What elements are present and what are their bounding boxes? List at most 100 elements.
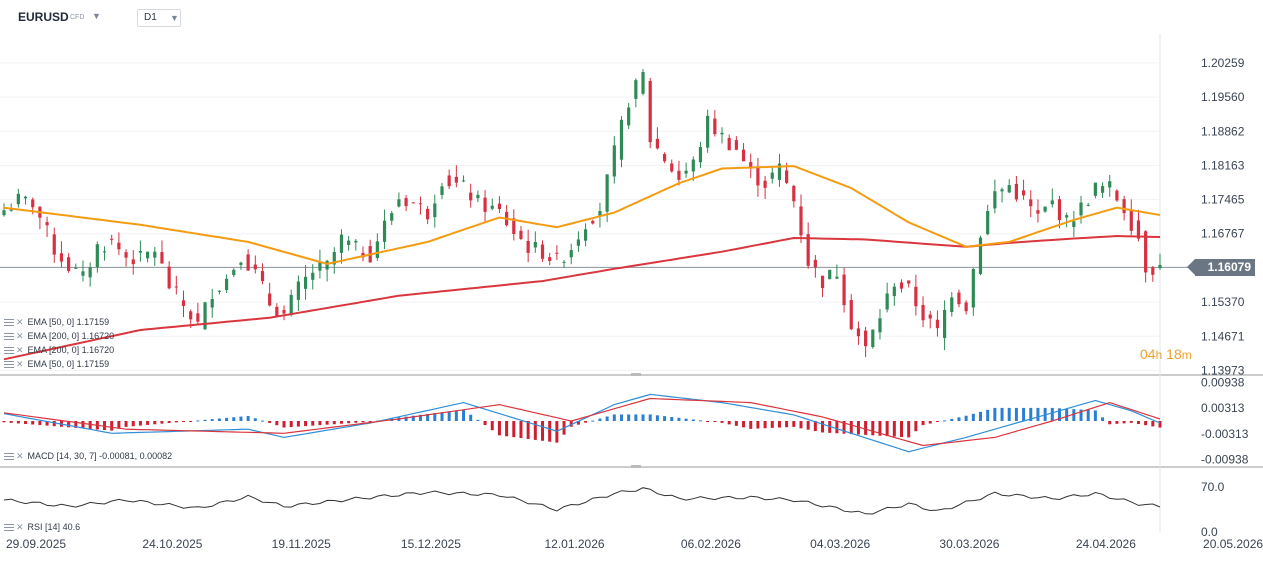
remove-indicator-icon[interactable]: ✕ [16,345,24,355]
candle-body [418,203,423,205]
candle-body [713,118,717,135]
macd-histogram-bar [627,414,631,421]
candle-body [540,244,545,259]
macd-histogram-bar [239,416,243,421]
indicator-legend-rsi[interactable]: ✕ RSI [14] 40.6 [4,522,80,533]
macd-histogram-bar [1093,410,1097,421]
candle-body [318,261,322,271]
candle-body [117,242,121,250]
candle-body [670,163,674,172]
macd-histogram-bar [1000,407,1004,421]
candle-body [268,293,272,306]
macd-histogram-bar [605,416,609,421]
remove-indicator-icon[interactable]: ✕ [16,331,24,341]
remove-indicator-icon[interactable]: ✕ [16,522,24,532]
macd-histogram-bar [749,421,753,429]
macd-histogram-bar [663,416,667,421]
macd-histogram-bar [325,421,329,425]
macd-histogram-bar [38,421,42,426]
candle-body [598,211,602,216]
macd-histogram-bar [548,421,552,442]
candle-body [619,119,624,160]
macd-histogram-bar [447,411,451,421]
macd-histogram-bar [1101,417,1105,421]
time-axis-label: 19.11.2025 [272,537,331,551]
macd-histogram-bar [856,421,860,435]
candle-body [52,234,56,255]
candle-body [490,205,494,209]
macd-histogram-bar [584,421,588,423]
candle-body [440,186,444,195]
candle-body [174,286,178,288]
candle-body [526,240,530,253]
candle-body [756,167,760,186]
macd-histogram-bar [864,421,868,435]
macd-tick-label: -0.00938 [1201,452,1249,466]
candle-body [792,185,796,202]
macd-histogram-bar [476,419,480,421]
macd-histogram-bar [907,421,911,438]
macd-histogram-bar [24,421,28,424]
remove-indicator-icon[interactable]: ✕ [16,359,24,369]
candle-body [239,262,243,265]
candle-body [447,175,451,187]
toolbar: EURUSD CFD ▼ D1 ▼ [0,0,1263,34]
indicator-menu-icon[interactable] [4,333,14,341]
symbol-label[interactable]: EURUSD [18,10,69,24]
candle-body [763,180,767,188]
macd-histogram-bar [871,421,875,436]
remove-indicator-icon[interactable]: ✕ [16,451,24,461]
macd-histogram-bar [598,418,602,421]
macd-tick-label: 0.00313 [1201,401,1245,415]
candle-body [2,210,6,216]
candle-body [1151,267,1155,275]
candle-body [820,275,825,289]
indicator-menu-icon[interactable] [4,453,14,461]
candle-body [1043,206,1047,212]
candle-body [454,176,458,183]
indicator-legend-ema200-2[interactable]: ✕ EMA [200, 0] 1.16720 [4,345,114,356]
macd-histogram-bar [131,421,135,427]
indicator-menu-icon[interactable] [4,319,14,327]
macd-histogram-bar [878,421,882,436]
candle-body [224,278,229,291]
timeframe-select[interactable]: D1 ▼ [137,9,181,27]
remove-indicator-icon[interactable]: ✕ [16,317,24,327]
macd-histogram-bar [634,414,638,421]
macd-histogram-bar [103,421,107,431]
macd-histogram-bar [978,411,982,421]
indicator-legend-ema50-2[interactable]: ✕ EMA [50, 0] 1.17159 [4,359,109,370]
indicator-legend-ema50[interactable]: ✕ EMA [50, 0] 1.17159 [4,317,109,328]
macd-histogram-bar [2,421,6,423]
candle-body [282,309,286,314]
timeframe-chevron-icon[interactable]: ▼ [170,13,179,23]
indicator-legend-ema200[interactable]: ✕ EMA [200, 0] 1.16720 [4,331,114,342]
candle-body [1014,183,1018,200]
candle-body [1057,199,1062,221]
candle-body [555,252,559,254]
candle-body [605,174,609,212]
candle-body [303,276,308,289]
macd-histogram-bar [469,414,473,421]
macd-histogram-bar [505,421,509,437]
candle-body [397,199,401,207]
time-axis-label: 30.03.2026 [939,537,999,551]
symbol-dropdown-chevron-icon[interactable]: ▼ [92,11,101,21]
macd-histogram-bar [914,421,918,432]
macd-histogram-bar [1086,409,1090,421]
candle-body [799,206,803,236]
indicator-legend-macd[interactable]: ✕ MACD [14, 30, 7] -0.00081, 0.00082 [4,451,172,462]
indicator-menu-icon[interactable] [4,347,14,355]
indicator-menu-icon[interactable] [4,361,14,369]
indicator-menu-icon[interactable] [4,524,14,532]
time-axis-label: 04.03.2026 [810,537,870,551]
candle-body [138,251,143,253]
macd-histogram-bar [74,421,78,428]
candle-body [347,240,351,245]
candle-body [928,314,932,319]
candle-body [476,194,480,199]
candle-body [591,220,595,224]
timeframe-value: D1 [144,12,157,23]
candle-body [1093,182,1097,196]
